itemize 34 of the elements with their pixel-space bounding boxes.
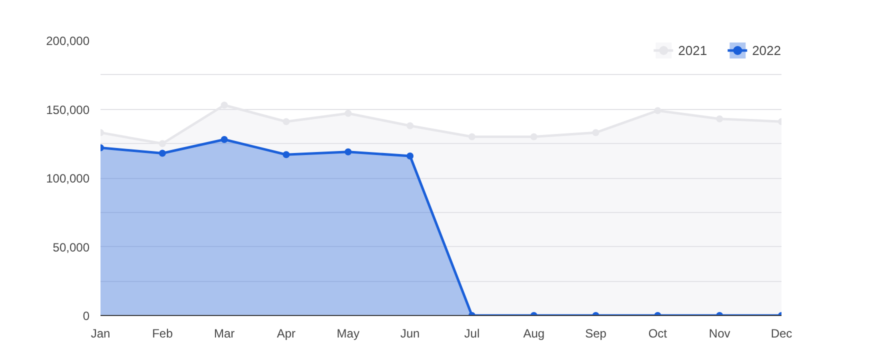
point <box>220 102 228 109</box>
x-tick-label: Sep <box>585 326 607 340</box>
y-tick-label: 100,000 <box>46 172 90 186</box>
legend-label: 2022 <box>752 42 781 58</box>
point <box>282 118 290 126</box>
point <box>344 148 352 156</box>
point <box>530 133 538 140</box>
x-tick-label: Dec <box>770 326 792 340</box>
x-tick-label: Jan <box>90 326 110 340</box>
x-tick-label: Apr <box>276 326 296 340</box>
point <box>158 150 166 157</box>
legend-label: 2021 <box>678 42 708 58</box>
x-tick-label: Jun <box>400 326 420 340</box>
point <box>406 152 414 160</box>
point <box>344 110 352 117</box>
point <box>654 107 662 114</box>
y-tick-label: 200,000 <box>46 34 90 48</box>
y-tick-label: 0 <box>82 309 90 323</box>
y-tick-label: 150,000 <box>46 102 90 117</box>
point <box>468 133 476 140</box>
x-tick-label: Nov <box>708 326 730 340</box>
point <box>406 122 414 130</box>
x-tick-label: Feb <box>152 326 174 340</box>
x-tick-label: Oct <box>648 326 668 340</box>
point <box>592 129 600 136</box>
x-tick-label: Aug <box>523 326 545 340</box>
x-tick-label: May <box>336 326 360 340</box>
point <box>282 151 290 158</box>
x-tick-label: Jul <box>464 326 480 340</box>
y-tick-label: 50,000 <box>52 240 90 254</box>
point <box>716 115 724 122</box>
x-tick-label: Mar <box>214 326 235 340</box>
point <box>220 136 228 143</box>
point <box>158 140 166 148</box>
